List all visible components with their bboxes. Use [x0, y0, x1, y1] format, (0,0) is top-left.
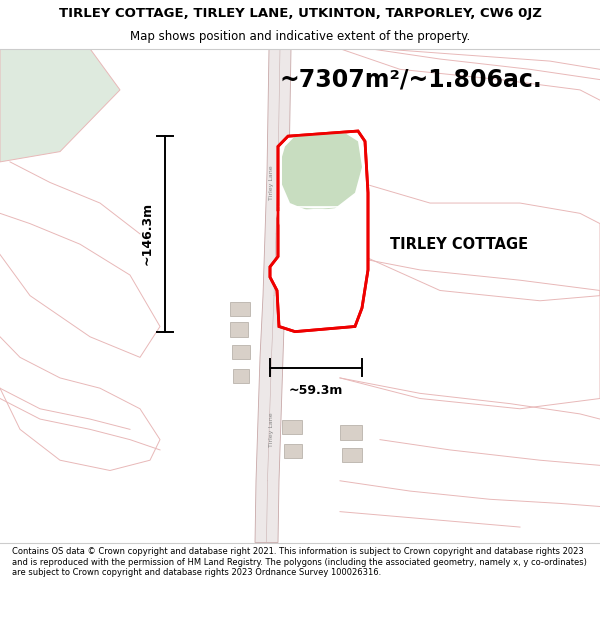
Polygon shape: [0, 49, 120, 162]
Bar: [284, 444, 302, 458]
Text: Tirley Lane: Tirley Lane: [269, 165, 274, 200]
Bar: [232, 345, 250, 359]
Text: Tirley Lane: Tirley Lane: [269, 412, 274, 447]
Polygon shape: [282, 133, 362, 211]
Bar: [233, 369, 249, 383]
Polygon shape: [255, 49, 291, 542]
Text: TIRLEY COTTAGE, TIRLEY LANE, UTKINTON, TARPORLEY, CW6 0JZ: TIRLEY COTTAGE, TIRLEY LANE, UTKINTON, T…: [59, 7, 541, 20]
Bar: [230, 322, 248, 337]
Text: Map shows position and indicative extent of the property.: Map shows position and indicative extent…: [130, 30, 470, 43]
Bar: [340, 425, 362, 439]
Polygon shape: [276, 206, 360, 244]
Text: Contains OS data © Crown copyright and database right 2021. This information is : Contains OS data © Crown copyright and d…: [12, 548, 587, 577]
Polygon shape: [270, 131, 368, 332]
Bar: [342, 448, 362, 462]
Text: ~7307m²/~1.806ac.: ~7307m²/~1.806ac.: [280, 68, 543, 92]
Bar: [230, 302, 250, 316]
Text: ~59.3m: ~59.3m: [289, 384, 343, 397]
Text: TIRLEY COTTAGE: TIRLEY COTTAGE: [390, 237, 528, 252]
Bar: [282, 420, 302, 434]
Text: ~146.3m: ~146.3m: [140, 202, 154, 266]
